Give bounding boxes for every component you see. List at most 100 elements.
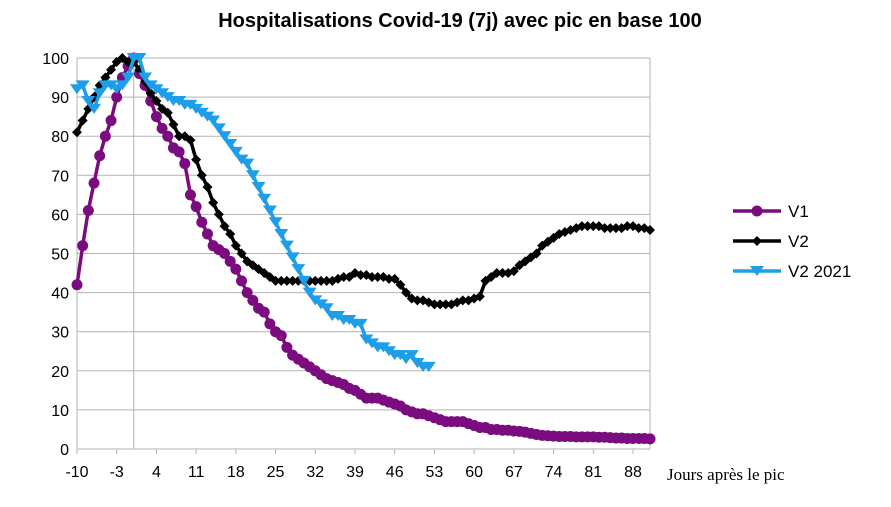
data-point-v2 <box>162 107 173 118</box>
series-v1 <box>71 52 656 445</box>
x-tick-label: 74 <box>545 464 563 481</box>
series-v2 <box>72 53 655 310</box>
data-point-v2 <box>645 225 655 236</box>
data-point-v2-2021 <box>138 72 153 83</box>
data-point-v2-2021 <box>223 139 238 150</box>
data-point-v2 <box>582 221 593 232</box>
data-point-v2 <box>474 291 485 302</box>
series-v2-2021 <box>70 53 436 372</box>
data-point-v1 <box>173 146 185 158</box>
data-point-v2-2021 <box>353 318 368 329</box>
data-point-v2 <box>491 268 502 279</box>
x-tick-label: 60 <box>465 464 483 481</box>
series-group <box>70 52 656 445</box>
data-point-v2-2021 <box>257 193 272 204</box>
data-point-v2-2021 <box>115 80 130 91</box>
data-point-v2 <box>395 279 406 290</box>
data-point-v2-2021 <box>262 205 277 216</box>
data-point-v1 <box>196 216 208 228</box>
data-point-v1 <box>77 240 89 252</box>
legend-label: V2 2021 <box>788 262 851 281</box>
y-tick-label: 100 <box>42 51 69 68</box>
data-point-v2 <box>412 295 423 306</box>
data-point-v2-2021 <box>121 72 136 83</box>
data-point-v2-2021 <box>92 88 107 99</box>
data-point-v2 <box>174 131 185 142</box>
data-point-v2 <box>213 209 224 220</box>
legend-marker <box>750 266 764 276</box>
data-point-v2 <box>219 221 230 232</box>
data-point-v1 <box>281 341 293 353</box>
data-point-v2 <box>622 221 633 232</box>
data-point-v2 <box>276 275 287 286</box>
data-point-v2 <box>429 299 440 310</box>
data-point-v2 <box>230 240 241 251</box>
data-point-v2-2021 <box>245 170 260 181</box>
data-point-v2-2021 <box>268 217 283 228</box>
data-point-v2-2021 <box>404 350 419 361</box>
data-point-v2 <box>202 182 213 193</box>
data-point-v1 <box>247 294 259 306</box>
x-tick-label: 88 <box>624 464 642 481</box>
data-point-v2 <box>145 88 156 99</box>
legend-item-v1: V1 <box>733 202 809 221</box>
data-point-v2 <box>531 248 542 259</box>
data-point-v2 <box>576 221 587 232</box>
data-point-v1 <box>184 189 196 201</box>
x-tick-label: 4 <box>152 464 161 481</box>
data-point-v2 <box>457 295 468 306</box>
data-point-v2 <box>225 228 236 239</box>
x-tick-label: 32 <box>306 464 324 481</box>
data-point-v2-2021 <box>217 131 232 142</box>
x-axis-label: Jours après le pic <box>667 465 785 484</box>
data-point-v1 <box>264 318 276 330</box>
series-line-v2-2021 <box>76 56 429 369</box>
y-tick-label: 70 <box>51 168 69 185</box>
data-point-v1 <box>236 275 248 287</box>
legend: V1 V2 V2 2021 <box>733 202 851 281</box>
y-tick-label: 90 <box>51 90 69 107</box>
data-point-v1 <box>111 91 123 103</box>
data-point-v1 <box>219 248 231 259</box>
y-tick-label: 40 <box>51 286 69 303</box>
data-point-v2-2021 <box>81 96 96 107</box>
data-point-v1 <box>71 279 83 291</box>
data-point-v2 <box>310 275 321 286</box>
data-point-v2 <box>599 223 610 234</box>
data-point-v2 <box>270 275 281 286</box>
data-point-v2 <box>389 273 400 284</box>
data-point-v1 <box>201 228 213 240</box>
data-point-v2 <box>508 266 519 277</box>
data-point-v1 <box>224 255 236 267</box>
data-point-v2 <box>372 271 383 282</box>
data-point-v2 <box>440 299 451 310</box>
chart-title: Hospitalisations Covid-19 (7j) avec pic … <box>218 10 702 32</box>
data-point-v1 <box>275 330 287 342</box>
data-point-v2 <box>106 64 117 75</box>
data-point-v1 <box>99 130 111 142</box>
data-point-v2-2021 <box>206 115 221 126</box>
data-point-v1 <box>94 150 106 162</box>
data-point-v1 <box>88 177 100 189</box>
data-point-v2 <box>384 273 395 284</box>
data-point-v2 <box>191 154 202 165</box>
y-tick-label: 60 <box>51 207 69 224</box>
data-point-v2 <box>208 197 219 208</box>
data-point-v1 <box>162 130 174 142</box>
data-point-v2 <box>77 115 88 126</box>
data-point-v2-2021 <box>274 228 289 239</box>
data-point-v2-2021 <box>421 361 436 372</box>
y-tick-label: 80 <box>51 129 69 146</box>
data-point-v2 <box>605 223 616 234</box>
x-tick-label: 18 <box>227 464 245 481</box>
data-point-v2-2021 <box>228 146 243 157</box>
data-point-v1 <box>241 287 253 299</box>
data-point-v2 <box>633 223 644 234</box>
data-point-v2 <box>196 170 207 181</box>
data-point-v2-2021 <box>319 303 334 314</box>
x-tick-label: 39 <box>346 464 364 481</box>
data-point-v2 <box>151 96 162 107</box>
data-point-v2 <box>168 119 179 130</box>
data-point-v2 <box>281 275 292 286</box>
